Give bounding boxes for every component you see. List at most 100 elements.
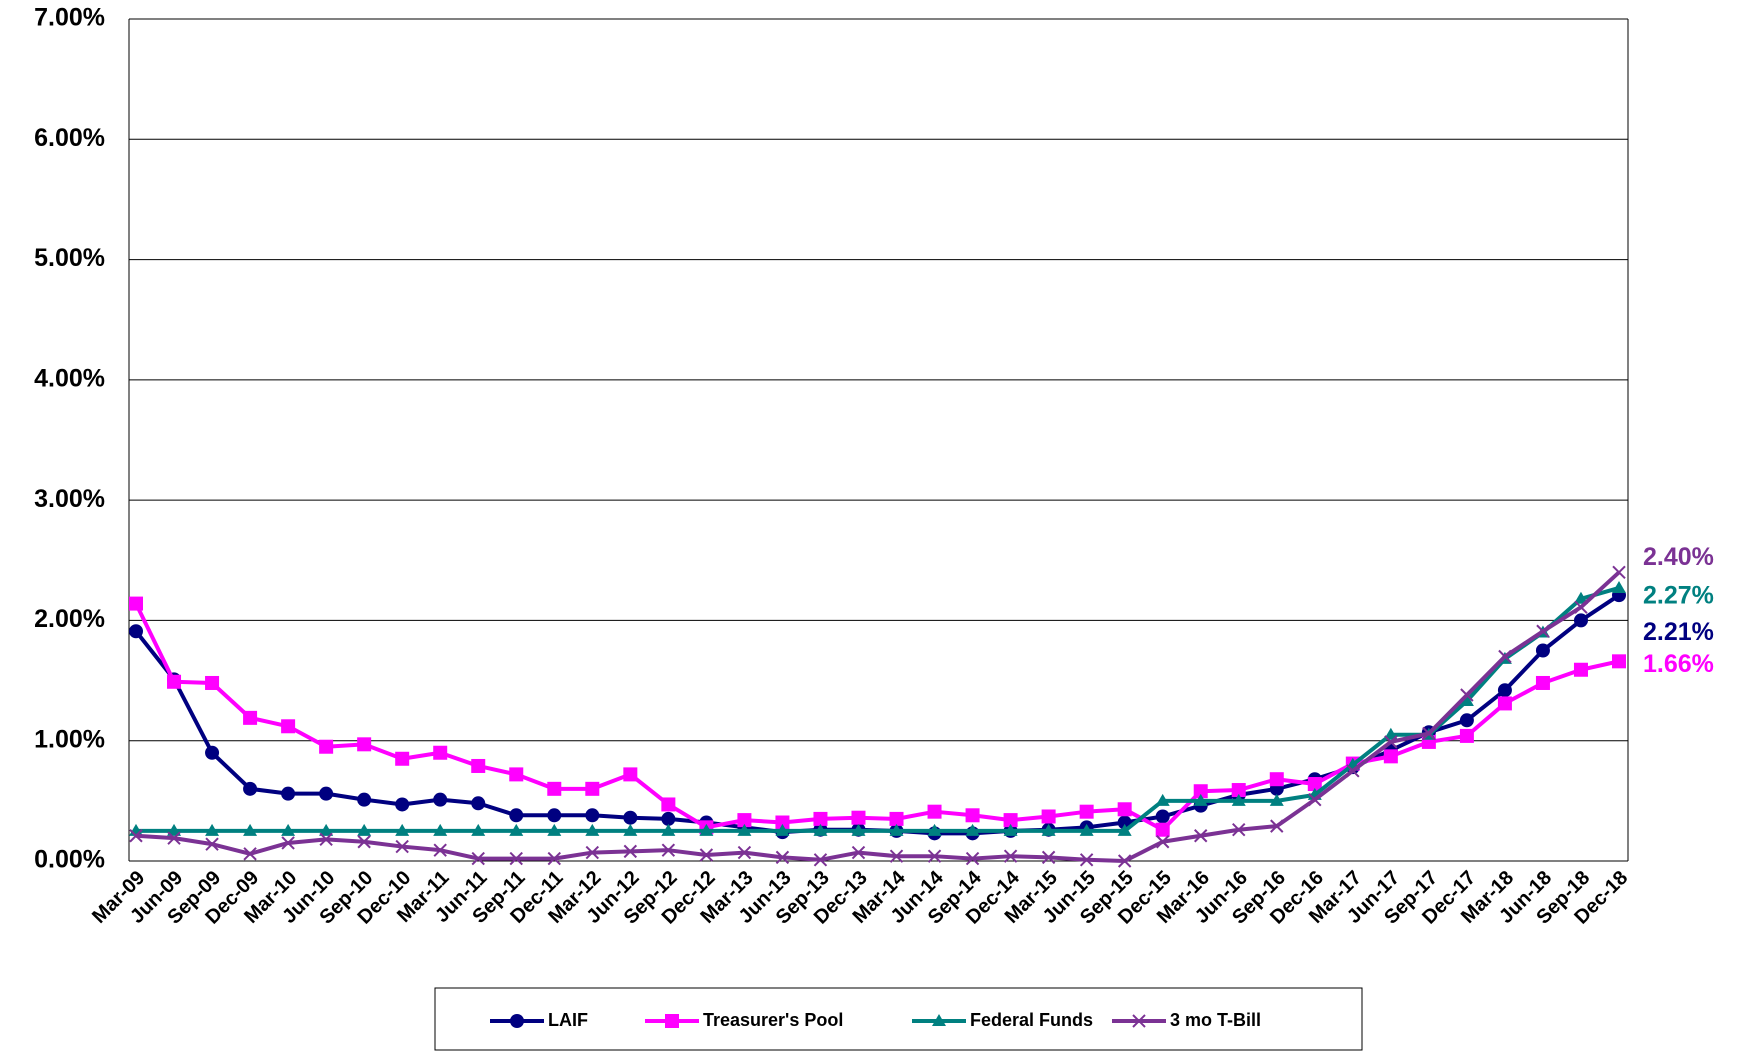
marker bbox=[927, 849, 942, 863]
marker bbox=[1384, 735, 1398, 749]
marker bbox=[1079, 853, 1094, 867]
marker bbox=[129, 596, 143, 611]
marker bbox=[1497, 683, 1512, 698]
marker bbox=[395, 823, 410, 836]
marker bbox=[281, 786, 296, 801]
marker bbox=[585, 781, 600, 796]
y-tick-label: 1.00% bbox=[34, 725, 105, 753]
end-label: 2.21% bbox=[1643, 618, 1714, 646]
y-tick-label: 4.00% bbox=[34, 364, 105, 392]
end-label: 2.27% bbox=[1643, 582, 1714, 610]
series: 2.21% bbox=[129, 588, 1714, 841]
marker bbox=[1573, 591, 1588, 604]
marker bbox=[1498, 649, 1512, 664]
marker bbox=[623, 844, 638, 859]
marker bbox=[1460, 688, 1474, 702]
marker bbox=[509, 767, 524, 782]
marker bbox=[932, 1014, 946, 1026]
marker bbox=[1459, 728, 1474, 743]
marker bbox=[813, 811, 828, 826]
y-tick-label: 6.00% bbox=[34, 124, 105, 152]
marker bbox=[1155, 809, 1170, 824]
series-line bbox=[135, 570, 1621, 863]
marker bbox=[357, 737, 372, 752]
marker bbox=[1193, 793, 1208, 806]
end-label: 1.66% bbox=[1643, 650, 1714, 678]
marker bbox=[509, 823, 524, 836]
marker bbox=[471, 823, 486, 836]
series-line bbox=[136, 586, 1620, 833]
marker bbox=[1194, 829, 1208, 843]
marker bbox=[1231, 783, 1246, 798]
marker bbox=[205, 837, 219, 851]
marker bbox=[509, 808, 524, 823]
marker bbox=[1231, 793, 1246, 806]
marker bbox=[1117, 854, 1132, 868]
marker bbox=[699, 848, 714, 862]
marker bbox=[1041, 823, 1056, 836]
marker bbox=[1612, 565, 1626, 580]
marker bbox=[1574, 600, 1588, 614]
marker bbox=[1155, 822, 1170, 837]
series-line bbox=[134, 602, 1620, 832]
marker bbox=[1155, 835, 1170, 849]
marker bbox=[243, 847, 257, 861]
marker bbox=[1383, 727, 1398, 740]
marker bbox=[167, 674, 182, 689]
marker bbox=[1383, 749, 1398, 764]
marker bbox=[395, 839, 409, 854]
marker bbox=[1307, 777, 1322, 792]
marker bbox=[167, 823, 182, 836]
marker bbox=[319, 823, 334, 836]
marker bbox=[509, 851, 523, 866]
marker bbox=[889, 811, 904, 826]
marker bbox=[1232, 823, 1246, 837]
marker bbox=[927, 804, 942, 819]
end-label: 2.40% bbox=[1643, 543, 1714, 571]
legend-label: Treasurer's Pool bbox=[703, 1010, 843, 1030]
marker bbox=[851, 810, 866, 825]
y-tick-label: 5.00% bbox=[34, 244, 105, 272]
legend-box bbox=[434, 987, 1363, 1051]
marker bbox=[547, 851, 561, 866]
marker bbox=[243, 781, 258, 796]
marker bbox=[433, 745, 448, 760]
marker bbox=[167, 831, 181, 845]
marker bbox=[1573, 613, 1588, 628]
marker bbox=[471, 758, 486, 773]
marker bbox=[737, 813, 752, 828]
marker bbox=[661, 843, 676, 857]
marker bbox=[1041, 850, 1056, 865]
marker bbox=[1459, 713, 1474, 728]
marker bbox=[1269, 772, 1284, 787]
marker bbox=[661, 823, 676, 836]
marker bbox=[623, 767, 638, 782]
marker bbox=[661, 811, 676, 826]
marker bbox=[205, 823, 220, 836]
marker bbox=[547, 781, 562, 796]
marker bbox=[1079, 804, 1094, 819]
marker bbox=[1003, 823, 1018, 836]
marker bbox=[205, 745, 220, 760]
marker bbox=[129, 624, 143, 639]
marker bbox=[433, 823, 448, 836]
marker bbox=[1193, 784, 1208, 799]
marker bbox=[813, 823, 828, 836]
marker bbox=[1612, 580, 1626, 593]
marker bbox=[1346, 764, 1360, 778]
marker bbox=[623, 810, 638, 825]
marker bbox=[1132, 1014, 1146, 1028]
marker bbox=[585, 823, 600, 836]
marker bbox=[1003, 813, 1018, 828]
marker bbox=[665, 1014, 679, 1028]
marker bbox=[1573, 662, 1588, 677]
marker bbox=[1117, 823, 1132, 836]
marker bbox=[281, 823, 296, 836]
legend-label: LAIF bbox=[548, 1010, 588, 1030]
marker bbox=[1536, 624, 1550, 638]
marker bbox=[737, 823, 752, 836]
marker bbox=[813, 853, 828, 867]
marker bbox=[395, 751, 410, 766]
marker bbox=[1041, 809, 1056, 824]
marker bbox=[889, 849, 904, 863]
